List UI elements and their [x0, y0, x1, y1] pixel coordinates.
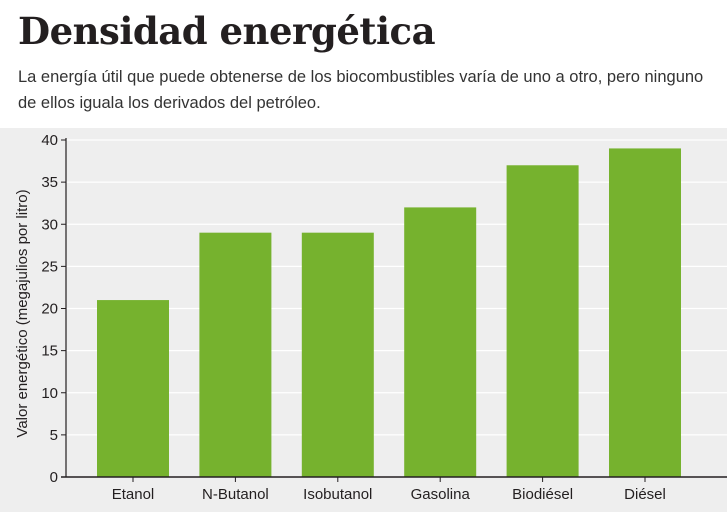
- y-tick-label: 30: [41, 216, 58, 233]
- x-tick-label: N-Butanol: [202, 486, 269, 503]
- y-axis-title: Valor energético (megajulios por litro): [14, 189, 31, 437]
- bar-diésel: [609, 148, 681, 478]
- y-tick-label: 10: [41, 385, 58, 402]
- chart-subtitle: La energía útil que puede obtenerse de l…: [18, 68, 704, 112]
- x-tick-label: Etanol: [112, 486, 155, 503]
- x-tick-label: Gasolina: [411, 486, 471, 503]
- bar-isobutanol: [301, 232, 374, 477]
- y-tick-label: 20: [41, 301, 58, 318]
- bar-etanol: [97, 300, 169, 477]
- y-tick-label: 5: [50, 427, 58, 444]
- bar-biodiésel: [506, 165, 579, 477]
- y-tick-label: 0: [50, 469, 58, 486]
- x-tick-label: Diésel: [624, 486, 666, 503]
- y-tick-label: 25: [41, 258, 58, 275]
- y-tick-label: 15: [41, 343, 58, 360]
- chart-title: Densidad energética: [18, 9, 436, 53]
- y-tick-label: 40: [41, 132, 58, 149]
- chart-header: Densidad energética La energía útil que …: [0, 0, 727, 128]
- y-tick-label: 35: [41, 174, 58, 191]
- x-tick-label: Biodiésel: [512, 486, 573, 503]
- bar-gasolina: [404, 207, 477, 477]
- x-tick-label: Isobutanol: [303, 486, 372, 503]
- bar-n-butanol: [199, 232, 272, 477]
